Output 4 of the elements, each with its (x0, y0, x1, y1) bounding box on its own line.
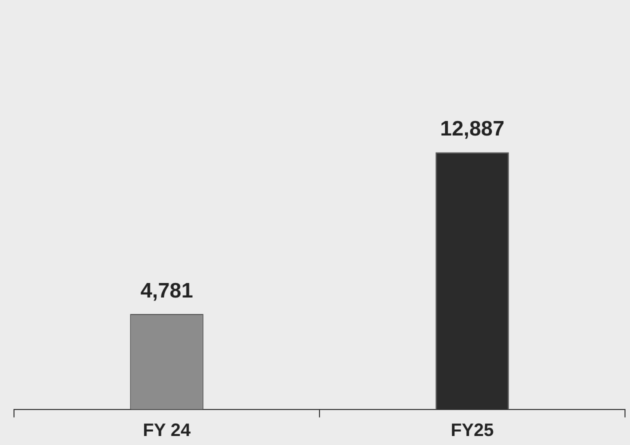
data-label: 4,781 (140, 279, 194, 302)
x-tick-label: FY25 (450, 420, 494, 440)
x-tick-label: FY 24 (142, 420, 191, 440)
data-label: 12,887 (440, 118, 504, 141)
